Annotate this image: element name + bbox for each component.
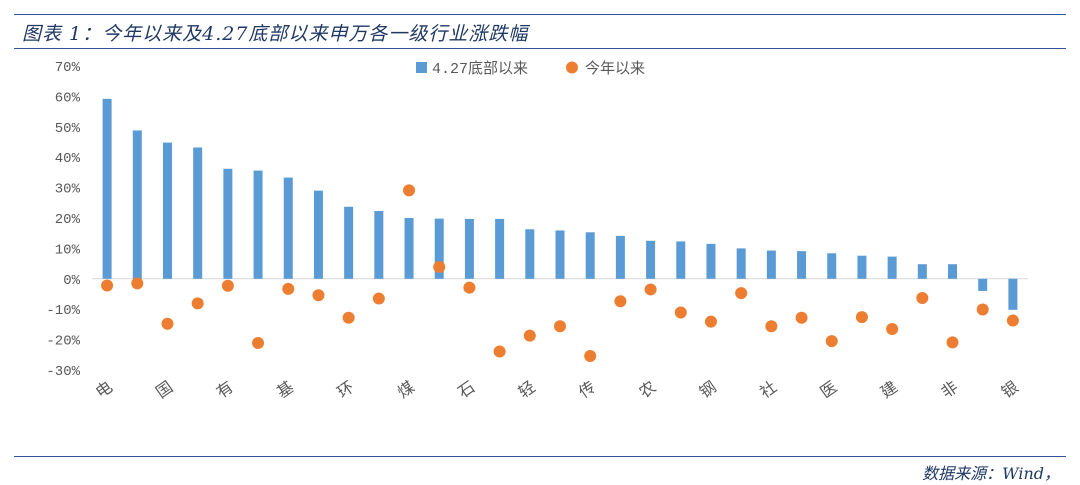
title-bar: 图表 1：今年以来及4.27底部以来申万各一级行业涨跌幅 xyxy=(14,14,1066,49)
chart-svg: 70% 60% 50% 40% 30% 20% 10% 0% -10% -20% -30% 电 国 有 基 环… xyxy=(46,60,1028,403)
bar xyxy=(615,235,625,279)
x-tick-label: 电 xyxy=(93,378,117,403)
scatter-point xyxy=(855,311,868,324)
bar xyxy=(132,130,142,279)
bar xyxy=(978,278,988,291)
bar xyxy=(495,218,505,279)
x-tick-label: 国 xyxy=(153,379,176,403)
y-tick-label: -10% xyxy=(46,303,80,319)
x-tick-label: 医 xyxy=(818,379,841,403)
footer-divider xyxy=(14,456,1066,457)
x-tick-label: 有 xyxy=(213,378,237,403)
y-tick-label: 10% xyxy=(55,242,81,258)
x-tick-label: 建 xyxy=(878,378,902,403)
bar xyxy=(736,248,746,279)
x-tick-label: 钢 xyxy=(696,378,720,403)
scatter-point xyxy=(886,322,899,335)
bar xyxy=(676,241,686,279)
bar xyxy=(464,218,474,279)
scatter-point xyxy=(704,315,717,328)
bar xyxy=(766,250,776,279)
x-tick-label: 传 xyxy=(576,378,600,403)
legend-label-bar: 4.27底部以来 xyxy=(432,60,528,78)
y-tick-label: -30% xyxy=(46,364,80,380)
x-tick-label: 石 xyxy=(455,379,478,403)
x-tick-label: 煤 xyxy=(394,378,418,403)
bar xyxy=(797,251,807,279)
legend-label-dot: 今年以来 xyxy=(585,60,645,78)
chart-title: 图表 1：今年以来及4.27底部以来申万各一级行业涨跌幅 xyxy=(22,23,529,45)
bar xyxy=(948,264,958,279)
scatter-point xyxy=(946,336,959,349)
bar xyxy=(283,177,293,279)
legend-swatch-dot xyxy=(566,61,578,74)
y-tick-label: 20% xyxy=(55,212,81,228)
x-tick-label: 社 xyxy=(757,378,781,403)
bar xyxy=(827,253,837,279)
x-tick-label: 基 xyxy=(274,378,298,403)
scatter-point xyxy=(976,303,989,316)
scatter-point xyxy=(493,345,506,358)
bar xyxy=(706,243,716,279)
bar xyxy=(857,255,867,279)
scatter-point xyxy=(131,277,144,290)
scatter-point xyxy=(644,283,657,296)
scatter-point xyxy=(1006,314,1019,327)
bar xyxy=(1008,278,1018,310)
scatter-point xyxy=(372,292,385,305)
scatter-point xyxy=(221,279,234,292)
scatter-point xyxy=(161,317,174,330)
scatter-point xyxy=(191,297,204,310)
bar xyxy=(404,218,414,279)
bar xyxy=(585,232,595,279)
scatter-point xyxy=(614,295,627,308)
scatter-point xyxy=(101,279,114,292)
bar xyxy=(253,170,263,279)
y-tick-label: 40% xyxy=(55,151,81,167)
scatter-point xyxy=(795,311,808,324)
scatter-point xyxy=(765,320,778,333)
bar xyxy=(344,206,354,279)
bar xyxy=(434,218,444,279)
scatter-point xyxy=(342,311,355,324)
scatter-point xyxy=(463,281,476,294)
bar xyxy=(223,168,233,279)
y-tick-label: 50% xyxy=(55,121,81,137)
scatter-point xyxy=(403,184,416,197)
x-tick-label: 银 xyxy=(998,378,1022,403)
scatter-point xyxy=(735,287,748,300)
bar xyxy=(374,211,384,279)
scatter-point xyxy=(554,320,566,333)
y-tick-label: 30% xyxy=(55,182,81,198)
scatter-point xyxy=(916,291,929,304)
y-tick-label: -20% xyxy=(46,334,80,350)
bar xyxy=(102,98,112,279)
scatter-point xyxy=(312,289,325,302)
scatter-point xyxy=(523,329,536,342)
x-tick-label: 环 xyxy=(335,379,358,403)
bar xyxy=(646,240,656,279)
x-tick-label: 农 xyxy=(636,378,660,403)
bar xyxy=(162,142,172,279)
bar xyxy=(555,230,565,279)
bar xyxy=(887,256,897,279)
y-tick-label: 70% xyxy=(55,60,81,76)
x-tick-label: 轻 xyxy=(515,378,539,403)
chart-area: 70% 60% 50% 40% 30% 20% 10% 0% -10% -20% -30% 电 国 有 基 环… xyxy=(0,50,1080,450)
scatter-point xyxy=(674,306,687,319)
y-tick-label: 0% xyxy=(63,273,80,289)
scatter-point xyxy=(584,350,597,363)
bar xyxy=(917,264,927,279)
scatter-point xyxy=(433,260,446,273)
scatter-point xyxy=(252,336,265,349)
x-tick-label: 非 xyxy=(938,378,962,403)
bar xyxy=(193,147,203,279)
scatter-point xyxy=(825,335,838,348)
y-tick-label: 60% xyxy=(55,90,81,106)
bar xyxy=(525,229,535,279)
bar xyxy=(313,190,323,279)
source-note: 数据来源：Wind， xyxy=(922,464,1060,483)
scatter-point xyxy=(282,282,295,295)
legend-swatch-bar xyxy=(416,62,427,73)
